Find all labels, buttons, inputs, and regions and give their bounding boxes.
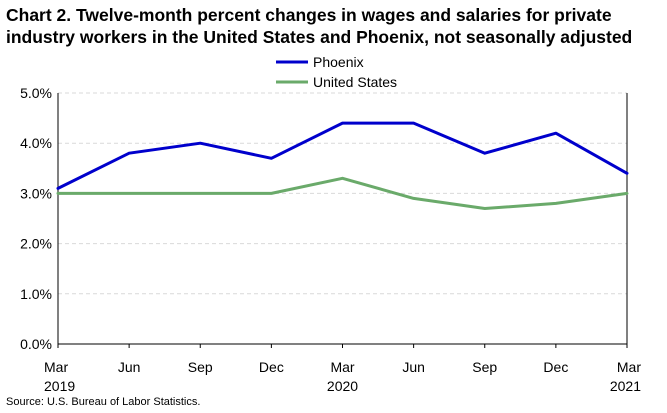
x-tick-label: Jun	[402, 359, 425, 375]
x-tick-label: Dec	[543, 359, 568, 375]
y-tick-label: 1.0%	[20, 286, 52, 302]
x-tick-year-label: 2021	[610, 378, 641, 394]
y-tick-label: 0.0%	[20, 336, 52, 352]
x-tick-label: Sep	[188, 359, 213, 375]
x-tick-label: Sep	[472, 359, 497, 375]
series-line-phoenix	[56, 121, 629, 190]
y-tick-label: 5.0%	[20, 85, 52, 101]
x-tick-year-label: 2019	[44, 378, 75, 394]
legend-label: Phoenix	[313, 54, 364, 70]
x-tick-label: Jun	[118, 359, 141, 375]
chart-title-line-2: industry workers in the United States an…	[6, 27, 633, 47]
x-tick-label: Mar	[330, 359, 354, 375]
y-tick-label: 3.0%	[20, 185, 52, 201]
x-tick-year-label: 2020	[327, 378, 358, 394]
x-tick-label: Mar	[44, 359, 68, 375]
source-note: Source: U.S. Bureau of Labor Statistics.	[6, 396, 201, 408]
y-tick-label: 4.0%	[20, 135, 52, 151]
x-tick-label: Dec	[259, 359, 284, 375]
legend-label: United States	[313, 74, 397, 90]
chart-title: Chart 2. Twelve-month percent changes in…	[6, 4, 656, 48]
y-tick-label: 2.0%	[20, 236, 52, 252]
series-line-united-states	[56, 176, 629, 210]
chart-title-line-1: Chart 2. Twelve-month percent changes in…	[6, 5, 612, 25]
x-tick-label: Mar	[617, 359, 641, 375]
